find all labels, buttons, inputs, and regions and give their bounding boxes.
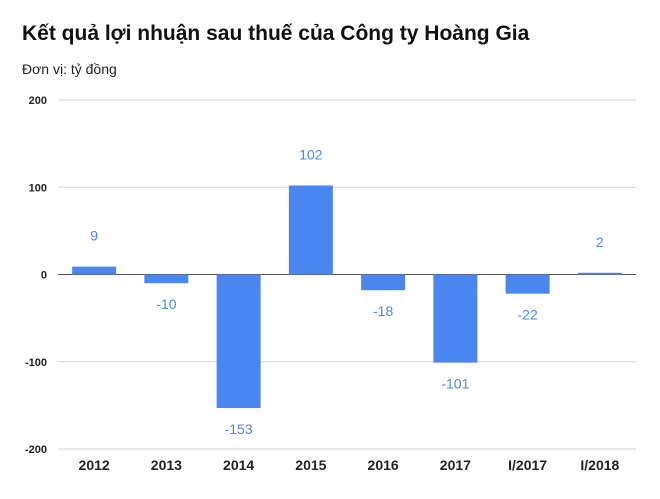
y-tick-label: -200 <box>25 444 47 456</box>
data-label: -10 <box>156 296 176 312</box>
x-tick-label: 2015 <box>295 457 326 473</box>
bar <box>505 274 550 294</box>
data-label: -153 <box>225 421 253 437</box>
y-tick-label: 200 <box>29 95 47 107</box>
bar <box>577 272 622 275</box>
y-tick-label: 100 <box>29 182 47 194</box>
chart-title: Kết quả lợi nhuận sau thuế của Công ty H… <box>22 22 530 45</box>
bar <box>361 274 406 291</box>
x-tick-label: 2017 <box>440 457 471 473</box>
data-label: 102 <box>299 147 323 163</box>
data-label: 9 <box>90 228 98 244</box>
chart-subtitle: Đơn vị: tỷ đồng <box>22 61 117 77</box>
x-tick-label: I/2017 <box>508 457 547 473</box>
data-label: -18 <box>373 303 393 319</box>
x-tick-label: 2016 <box>368 457 399 473</box>
bar <box>433 274 478 363</box>
x-tick-label: 2012 <box>79 457 110 473</box>
data-label: -22 <box>518 307 538 323</box>
data-label: 2 <box>596 234 604 250</box>
y-tick-label: 0 <box>41 270 47 282</box>
bar <box>288 185 333 275</box>
x-tick-label: 2013 <box>151 457 182 473</box>
bar <box>72 266 117 275</box>
y-tick-label: -100 <box>25 357 47 369</box>
data-label: -101 <box>441 376 469 392</box>
bar <box>144 274 189 284</box>
x-tick-label: I/2018 <box>580 457 619 473</box>
bar <box>216 274 261 408</box>
x-tick-label: 2014 <box>223 457 254 473</box>
